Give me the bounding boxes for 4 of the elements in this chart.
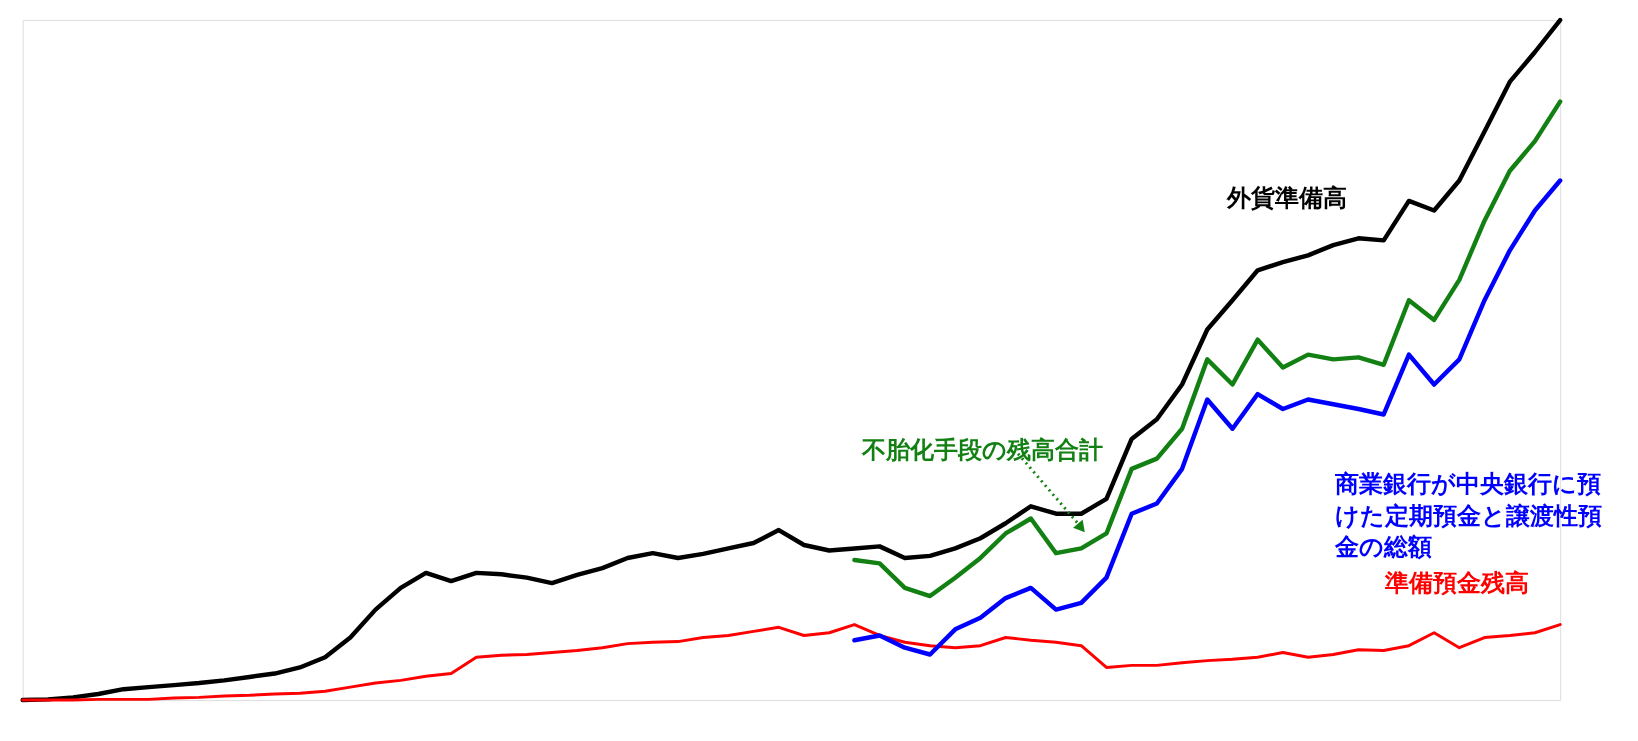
series-label: 不胎化手段の残高合計 (861, 435, 1104, 464)
text: 商業銀行が中央銀行に預けた定期預金と譲渡性預金の総額 (1334, 470, 1603, 562)
series-label: 外貨準備高 (1226, 184, 1348, 213)
series-label: 準備預金残高 (1383, 568, 1529, 597)
